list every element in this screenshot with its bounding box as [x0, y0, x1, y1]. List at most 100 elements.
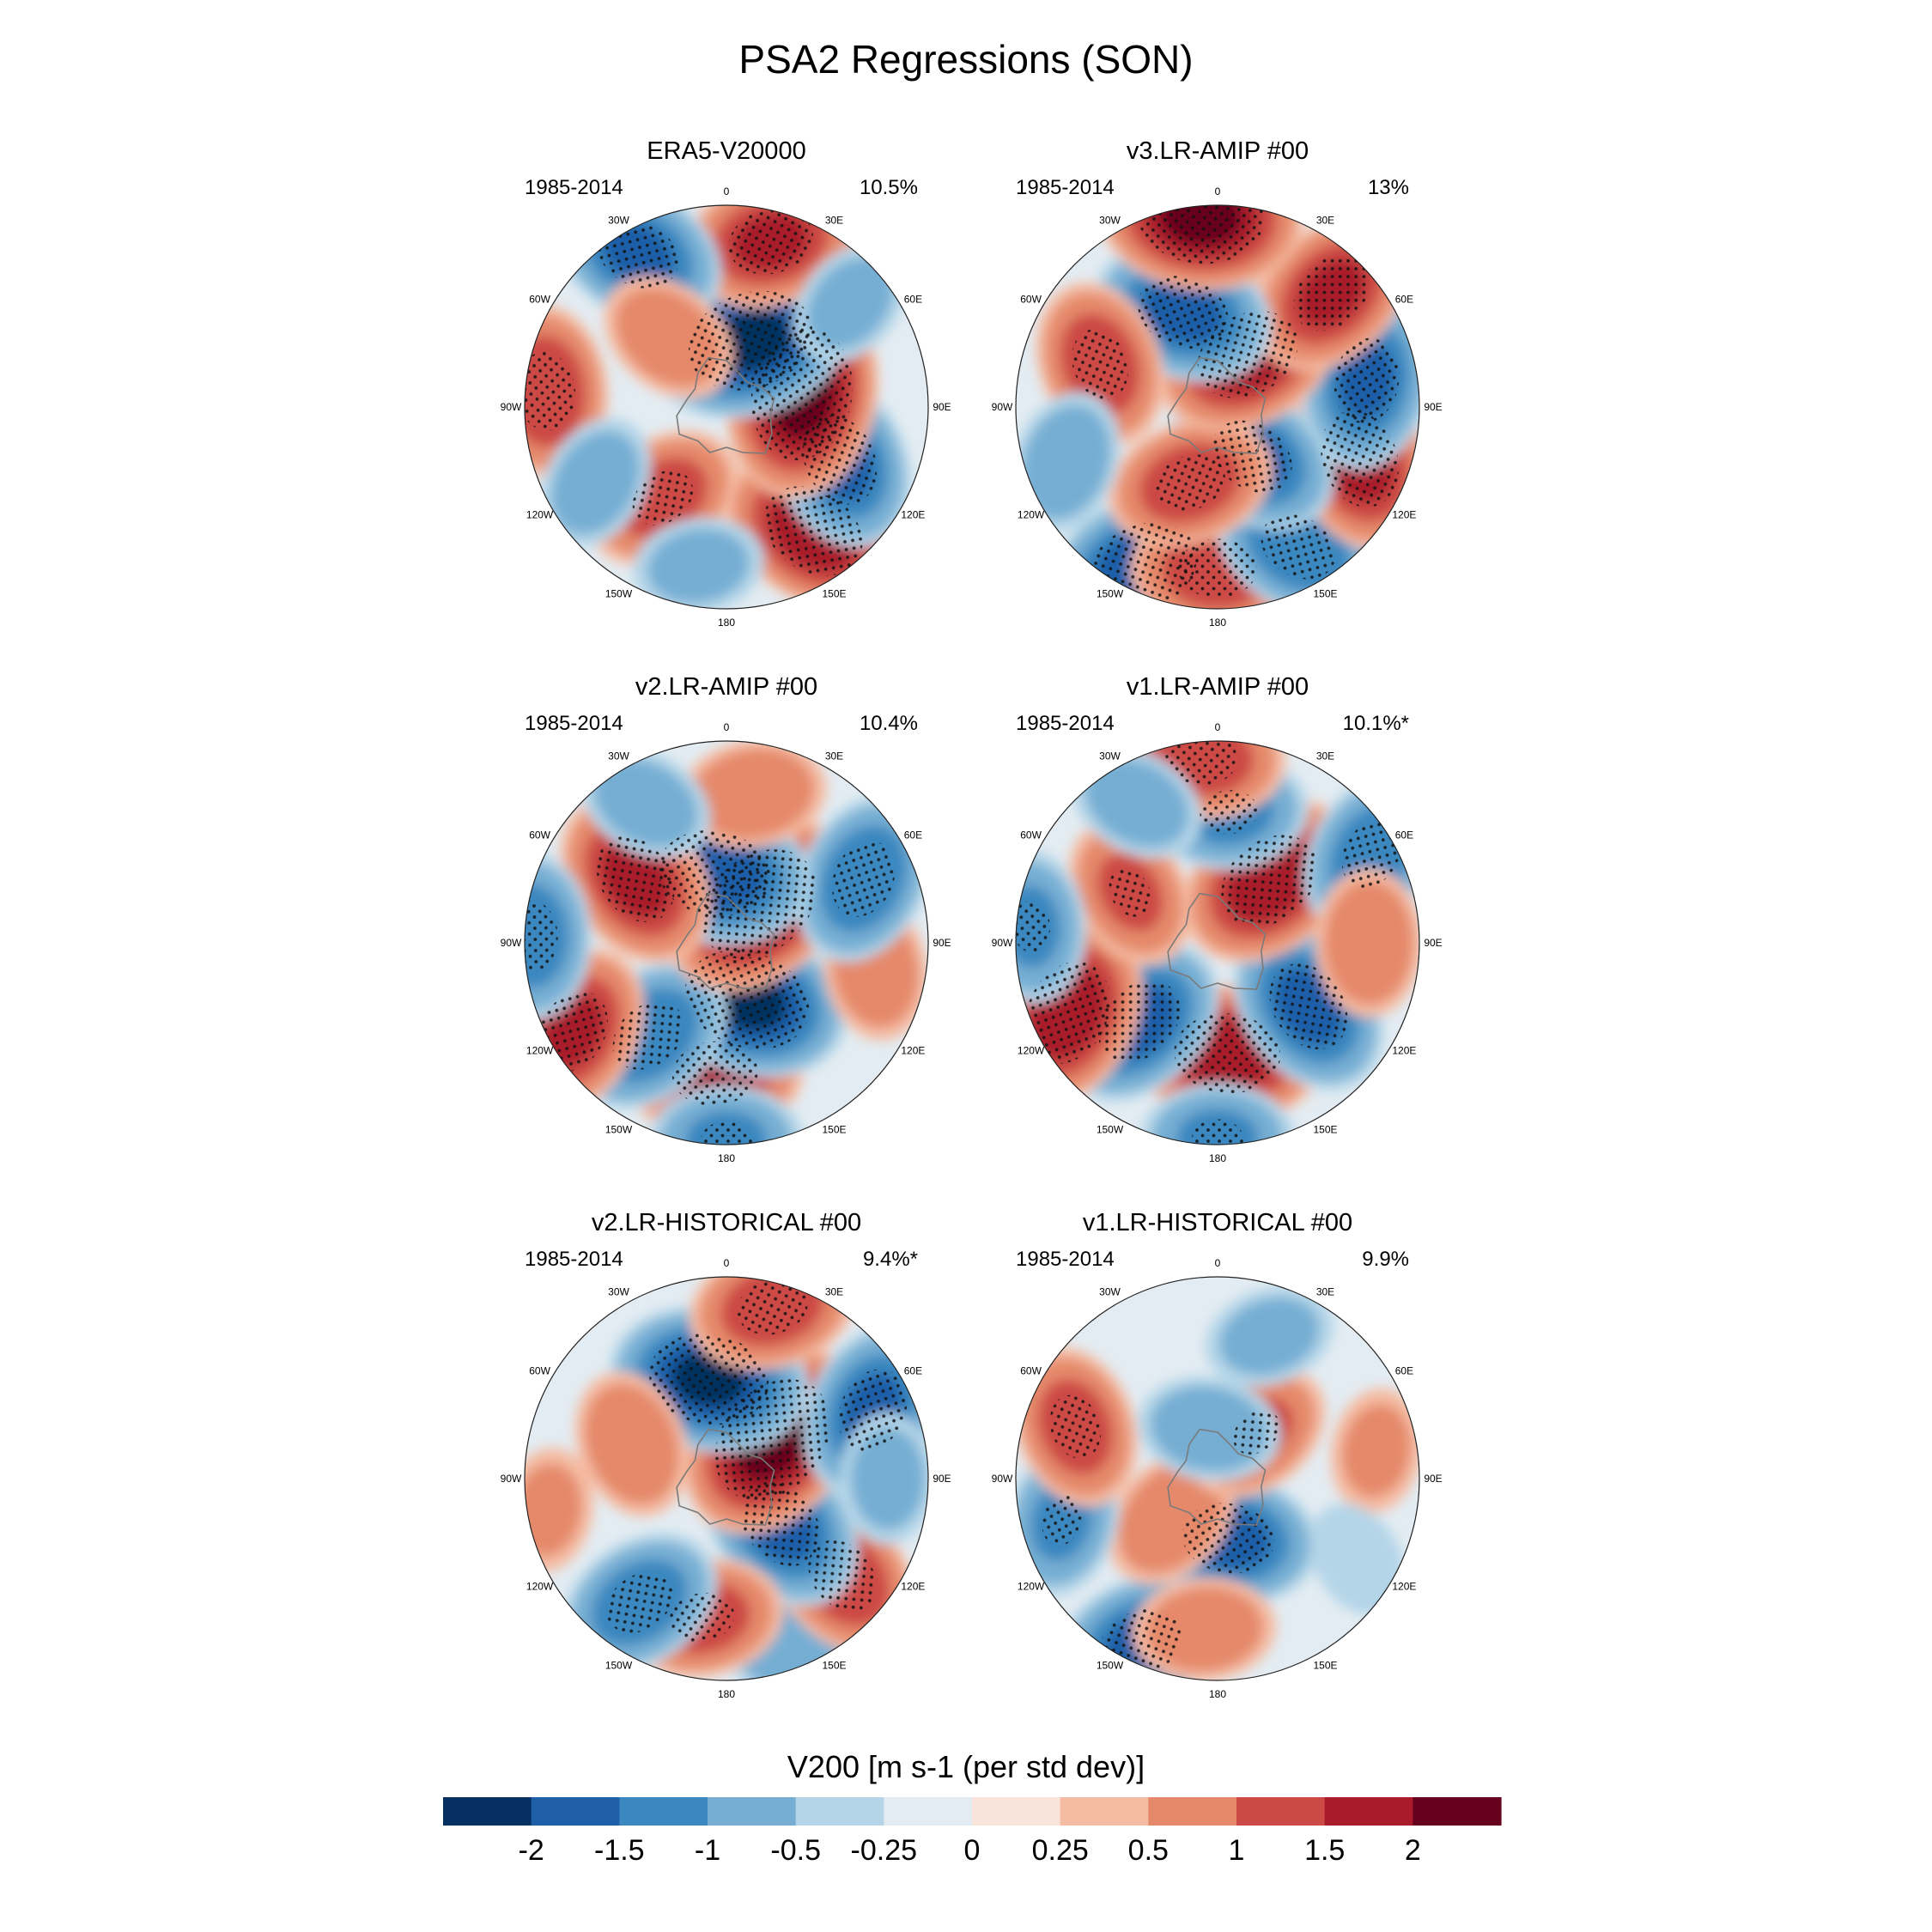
significance-stipple	[612, 1001, 685, 1070]
longitude-label: 150W	[605, 587, 633, 599]
longitude-label: 120W	[1018, 1581, 1045, 1593]
longitude-label: 0	[1215, 185, 1221, 197]
colorbar-swatch	[708, 1797, 797, 1826]
anomaly-contour	[1324, 880, 1414, 1005]
significance-stipple	[1269, 963, 1348, 1050]
panel-variance: 10.1%*	[1343, 712, 1409, 735]
colorbar-swatch	[443, 1797, 532, 1826]
contour-field	[1016, 1277, 1419, 1680]
panel-variance: 10.5%	[860, 176, 918, 199]
longitude-label: 30W	[608, 215, 629, 227]
significance-stipple	[658, 829, 771, 917]
longitude-label: 0	[724, 1257, 730, 1269]
main-title: PSA2 Regressions (SON)	[738, 37, 1193, 82]
significance-stipple	[1042, 1495, 1082, 1546]
map-panel: 0 30E 60E 90E 120E 150E 180 150W 120W 90W 60W 30W ER…	[501, 137, 951, 629]
colorbar-swatch	[1060, 1797, 1149, 1826]
map-border	[1015, 1276, 1420, 1681]
longitude-label: 0	[724, 721, 730, 733]
longitude-label: 120W	[526, 509, 554, 521]
longitude-label: 60E	[904, 829, 922, 841]
longitude-label: 90E	[1424, 401, 1442, 413]
colorbar-tick: 2	[1405, 1834, 1421, 1867]
significance-stipple	[1341, 819, 1401, 889]
anomaly-contour	[1084, 759, 1189, 848]
longitude-label: 120E	[1392, 1045, 1416, 1057]
longitude-label: 60W	[1020, 829, 1042, 841]
panel-variance: 9.9%	[1362, 1248, 1409, 1271]
significance-stipple	[1233, 1410, 1280, 1455]
panel-title: v1.LR-AMIP #00	[1127, 673, 1309, 701]
colorbar-tick: -1.5	[594, 1834, 645, 1867]
longitude-label: 60E	[904, 294, 922, 306]
significance-stipple	[1334, 337, 1400, 424]
anomaly-contour	[1150, 1386, 1267, 1472]
significance-stipple	[1024, 961, 1111, 1064]
colorbar: V200 [m s-1 (per std dev)] -2 -1.5 -1 -0.5-…	[443, 1749, 1502, 1867]
anomaly-contour	[584, 1383, 679, 1504]
anomaly-contour	[806, 257, 894, 349]
longitude-label: 120E	[901, 509, 925, 521]
panel-variance: 9.4%*	[863, 1248, 918, 1271]
longitude-label: 150E	[1313, 1659, 1337, 1671]
map-panel: 0 30E 60E 90E 120E 150E 180 150W 120W 90W 60W 30W v1…	[992, 673, 1443, 1164]
colorbar-title: V200 [m s-1 (per std dev)]	[787, 1749, 1145, 1784]
anomaly-contour	[1021, 404, 1111, 519]
significance-stipple	[525, 900, 558, 972]
contour-field	[525, 205, 928, 609]
colorbar-tick: -2	[519, 1834, 544, 1867]
panel-period: 1985-2014	[525, 176, 623, 199]
longitude-label: 150E	[1313, 1123, 1337, 1135]
longitude-label: 30E	[825, 1286, 843, 1298]
longitude-label: 90E	[933, 1473, 951, 1485]
longitude-label: 120E	[1392, 509, 1416, 521]
colorbar-tick: -1	[695, 1834, 720, 1867]
anomaly-contour	[1219, 1297, 1320, 1376]
panel-variance: 13%	[1368, 176, 1409, 199]
panel-period: 1985-2014	[1016, 712, 1115, 735]
significance-stipple	[737, 1279, 808, 1335]
longitude-label: 120W	[526, 1045, 554, 1057]
map-border	[524, 1276, 929, 1681]
map-border	[1015, 204, 1420, 610]
map-panel: 0 30E 60E 90E 120E 150E 180 150W 120W 90W 60W 30W v2…	[501, 1209, 951, 1700]
significance-stipple	[701, 1121, 752, 1145]
colorbar-tick: -0.5	[770, 1834, 821, 1867]
longitude-label: 90E	[933, 937, 951, 949]
longitude-label: 0	[1215, 721, 1221, 733]
significance-stipple	[685, 950, 810, 1050]
longitude-label: 90E	[933, 401, 951, 413]
significance-stipple	[632, 470, 694, 526]
longitude-label: 150E	[1313, 587, 1337, 599]
antarctica-coastline	[1167, 1428, 1267, 1526]
longitude-label: 180	[718, 1152, 735, 1164]
longitude-label: 30E	[825, 215, 843, 227]
panel-period: 1985-2014	[525, 1248, 623, 1271]
contour-field	[525, 741, 928, 1145]
significance-stipple	[1293, 254, 1370, 331]
longitude-label: 150E	[822, 1123, 846, 1135]
contour-field	[525, 1277, 928, 1680]
significance-stipple	[1072, 329, 1129, 400]
significance-stipple	[728, 208, 813, 275]
longitude-label: 180	[1209, 1688, 1226, 1700]
colorbar-swatch	[531, 1797, 620, 1826]
longitude-label: 180	[1209, 617, 1226, 629]
colorbar-swatch	[884, 1797, 973, 1826]
map-border	[524, 204, 929, 610]
anomaly-contour	[551, 430, 640, 535]
longitude-label: 90W	[992, 1473, 1013, 1485]
significance-stipple	[1109, 867, 1151, 917]
longitude-label: 90W	[501, 401, 522, 413]
map-border	[1015, 740, 1420, 1145]
significance-stipple	[1321, 410, 1400, 507]
map-panel: 0 30E 60E 90E 120E 150E 180 150W 120W 90W 60W 30W v1…	[992, 1209, 1443, 1700]
longitude-label: 150W	[1097, 1123, 1124, 1135]
panel-title: v3.LR-AMIP #00	[1127, 137, 1309, 165]
longitude-label: 180	[718, 617, 735, 629]
antarctica-coastline	[1167, 892, 1267, 990]
contour-field	[1016, 205, 1419, 609]
longitude-label: 120E	[1392, 1581, 1416, 1593]
anomaly-contour	[690, 748, 815, 840]
longitude-label: 90W	[501, 1473, 522, 1485]
